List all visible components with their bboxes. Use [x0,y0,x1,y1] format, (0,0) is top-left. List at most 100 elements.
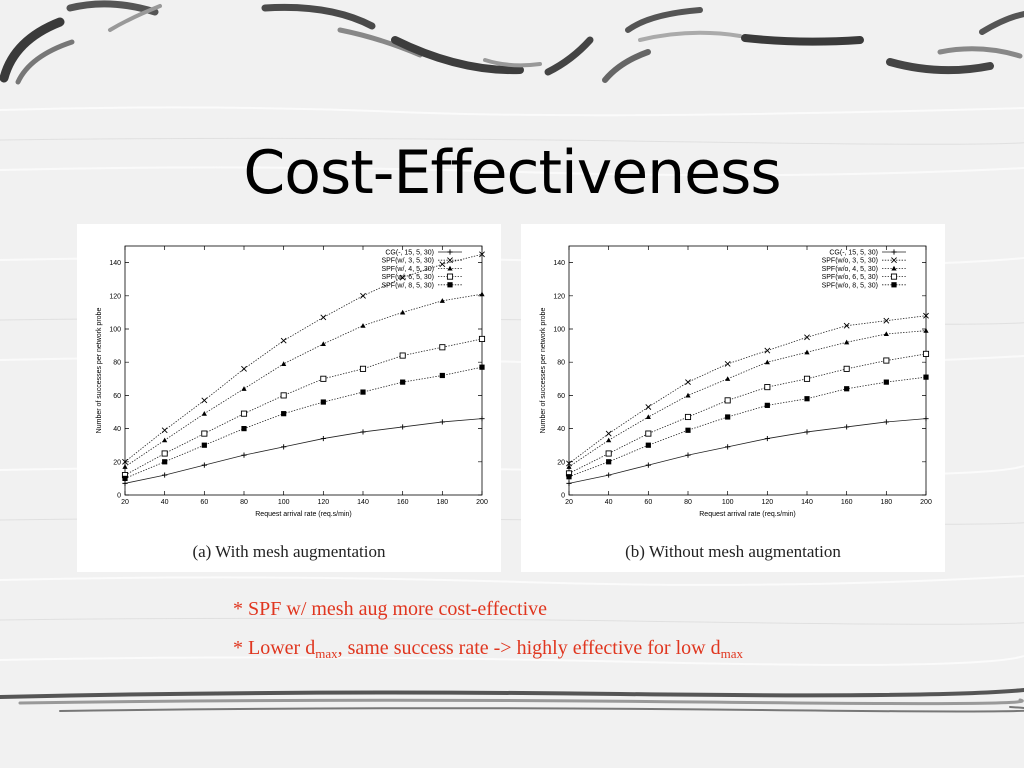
chart-b-xtick-label-4: 100 [722,499,734,506]
bullet-1: * SPF w/ mesh aug more cost-effective [233,598,548,620]
chart-a-ytick-label-2: 40 [113,426,121,433]
chart-b-legend-label-4: SPF(w/o, 8, 5, 30) [822,282,878,289]
chart-b-legend-marker-0 [891,249,897,255]
chart-a-xtick-label-9: 200 [476,499,488,506]
chart-b-xtick-label-7: 160 [841,499,853,506]
chart-b-xtick-label-6: 140 [801,499,813,506]
chart-a-xtick-label-0: 20 [121,499,129,506]
chart-a-point-3-8 [439,344,446,351]
chart-a-series-0 [122,416,485,486]
chart-a-point-2-6 [360,323,366,328]
chart-b-legend-marker-1 [891,257,897,264]
chart-a-point-2-2 [201,411,207,416]
chart-a-series-3 [121,335,486,479]
chart-a-legend: CG(-, 15, 5, 30)SPF(w/, 3, 5, 30) SPF(w/,… [381,249,462,289]
chart-b-point-3-3 [684,413,692,421]
chart-a-xtick-label-6: 140 [357,499,369,506]
chart-a-legend-label-3: SPF(w/, 6, 5, 30) [381,274,434,281]
chart-a-point-2-4 [281,361,287,366]
chart-a-point-0-6 [360,429,366,435]
chart-a-legend-marker-1 [447,257,453,264]
chart-b-legend: CG(-, 15, 5, 30)SPF(w/o, 3, 5, 30)SPF(w/… [822,249,906,289]
chart-b-point-4-4 [725,414,731,420]
chart-b-xtick-label-8: 180 [880,499,892,506]
chart-a-xlabel: Request arrival rate (req.s/min) [255,511,351,518]
chart-panel-a: 20 40 60 80 100 120 140 160 180 200 0 20 40 60 80 100 12… [77,224,501,572]
chart-a-legend-marker-3 [446,273,454,280]
chart-b-point-2-4 [725,376,731,381]
chart-b-point-4-8 [883,379,889,385]
chart-b-ytick-label-0: 0 [561,493,565,500]
chart-a-xtick-label-2: 60 [200,499,208,506]
chart-a-point-0-4 [281,444,287,450]
chart-panel-b: 20 40 60 80 100 120 140 160 180 200 0 20 40 60 80 100 12… [521,224,945,572]
chart-b-point-1-9 [923,312,929,319]
chart-a-series-1 [122,251,485,465]
chart-b-ytick-label-4: 80 [557,360,565,367]
chart-b-point-4-1 [606,459,612,465]
chart-b-xlabel: Request arrival rate (req.s/min) [699,511,795,518]
chart-a-point-4-2 [201,442,207,448]
chart-b-point-1-6 [804,334,810,341]
chart-b-ytick-label-3: 60 [557,393,565,400]
top-brush-strokes [0,0,1024,85]
chart-a-legend-marker-2 [447,265,453,271]
bottom-brush-strokes [0,688,1024,713]
chart-b-series-line-4 [568,376,927,478]
chart-b-point-1-5 [764,347,771,354]
chart-b-point-4-0 [566,474,572,480]
chart-b-ylabel: Number of successes per network probe [540,308,547,434]
chart-a: 20 40 60 80 100 120 140 160 180 20002040608010012… [96,245,488,518]
chart-a-ytick-label-1: 20 [113,459,121,466]
chart-b-xtick-label-3: 80 [684,499,692,506]
chart-a-series-line-2 [124,293,483,468]
chart-b-point-1-1 [605,430,612,437]
chart-a-point-4-3 [241,426,247,432]
chart-a-point-3-2 [201,430,208,437]
chart-b-series-2 [566,328,929,469]
bullet-2: * Lower dmax, same success rate -> highl… [233,637,953,660]
chart-b-point-1-7 [843,322,850,329]
chart-a-point-4-0 [122,475,128,481]
chart-b-point-2-0 [566,464,572,469]
chart-a-point-0-7 [400,424,406,430]
chart-b-point-0-2 [645,462,651,468]
chart-a-point-4-1 [162,459,168,465]
chart-a-series-line-0 [124,418,483,484]
chart-a-ytick-label-7: 140 [109,260,121,267]
chart-a-point-1-9 [479,251,485,258]
chart-a-legend-label-0: CG(-, 15, 5, 30) [385,250,434,257]
chart-b-point-0-8 [883,419,889,425]
chart-b-xtick-label-2: 60 [644,499,652,506]
chart-b-point-0-4 [725,444,731,450]
chart-a-ytick-label-3: 60 [113,393,121,400]
chart-a-point-0-2 [201,462,207,468]
chart-b-ytick-label-7: 140 [553,260,565,267]
chart-a-xtick-label-4: 100 [278,499,290,506]
chart-a-point-2-7 [400,309,406,315]
chart-b-point-4-9 [923,374,929,380]
chart-a-point-0-1 [162,472,168,478]
chart-b-point-1-2 [645,404,652,410]
chart-a-point-2-8 [439,298,445,303]
chart-a-point-1-3 [241,365,247,372]
chart-a-ylabel: Number of successes per network probe [96,308,103,434]
chart-b-series-line-1 [568,315,927,464]
chart-b-point-2-6 [804,349,810,355]
chart-b-point-0-0 [566,480,572,486]
chart-b-ytick-label-6: 120 [553,293,565,300]
chart-a-legend-label-1: SPF(w/, 3, 5, 30) [381,258,434,265]
chart-a-point-0-3 [241,452,247,458]
chart-b-series-line-0 [568,418,927,484]
chart-a-point-2-9 [479,291,485,297]
bullet-list: * SPF w/ mesh aug more cost-effective * … [233,598,953,676]
chart-a-xtick-label-1: 40 [161,499,169,506]
chart-b-ytick-label-1: 20 [557,459,565,466]
chart-a-point-3-9 [478,335,486,343]
chart-a-point-3-3 [240,410,248,417]
chart-a-point-4-5 [320,399,326,405]
chart-b-point-3-5 [764,384,771,391]
chart-a-point-1-1 [161,427,168,434]
chart-a-caption: (a) With mesh augmentation [192,542,386,561]
chart-b-point-2-3 [685,392,691,398]
